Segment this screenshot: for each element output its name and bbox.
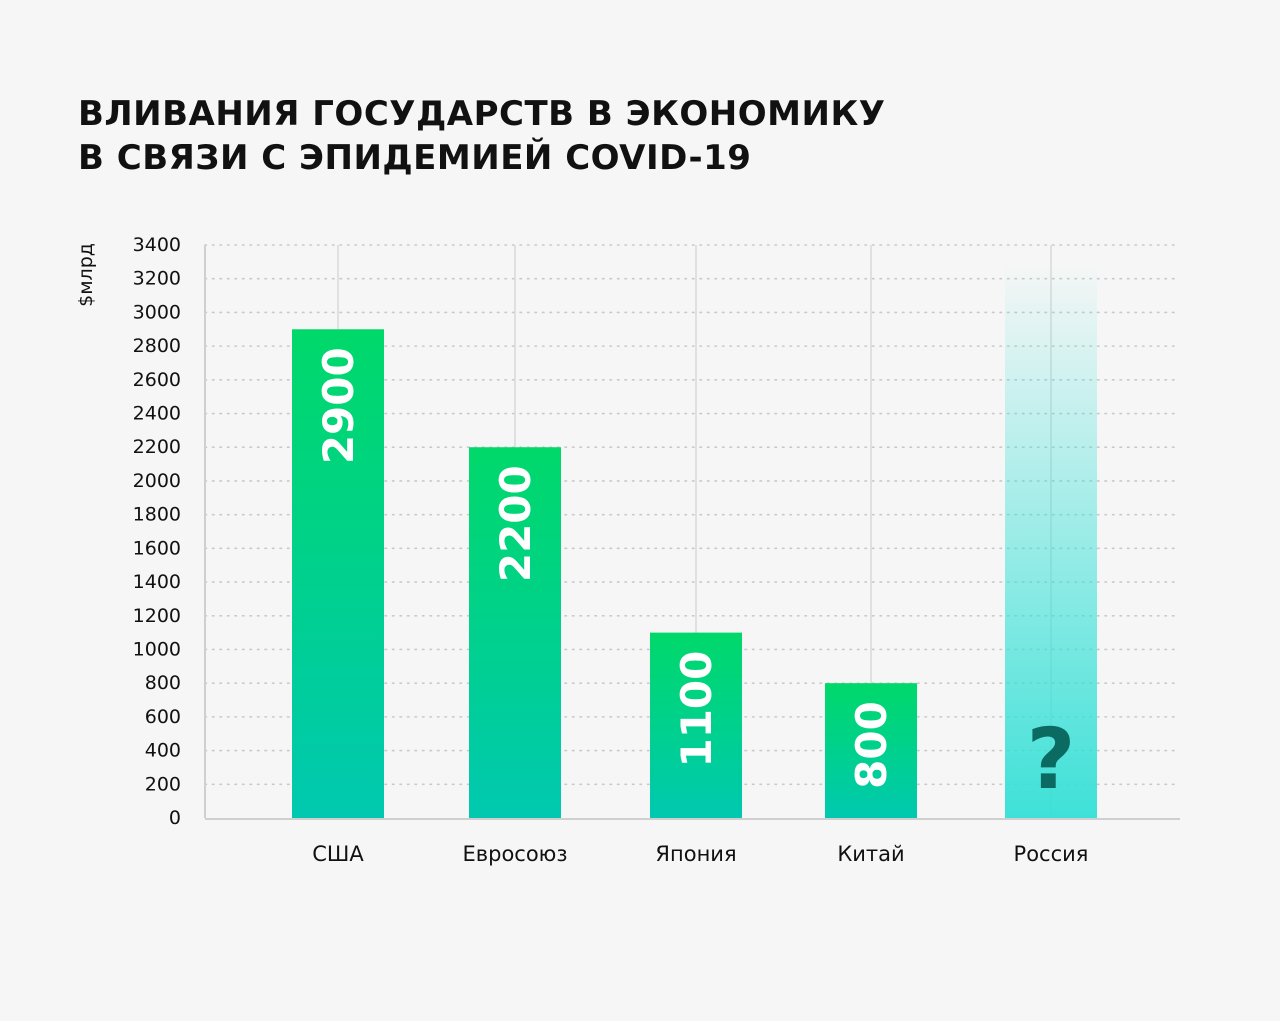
labels: 2900 США 2200 Евросоюз 1100 Япония 800 Китай? Ро… (312, 347, 1088, 866)
y-tick-label: 3200 (133, 268, 181, 290)
y-tick-label: 200 (145, 773, 181, 795)
y-tick-label: 2600 (133, 369, 181, 391)
y-tick-label: 1000 (133, 638, 181, 660)
bar-unknown-label: ? (1027, 710, 1076, 808)
x-category-label: Евросоюз (462, 842, 567, 866)
y-tick-label: 2200 (133, 436, 181, 458)
y-tick-label: 3400 (133, 234, 181, 256)
y-tick-label: 600 (145, 706, 181, 728)
bar-value-label: 2900 (314, 347, 363, 464)
y-tick-label: 400 (145, 740, 181, 762)
y-tick-label: 1600 (133, 537, 181, 559)
x-category-label: Япония (655, 842, 736, 866)
y-tick-label: 1800 (133, 504, 181, 526)
y-tick-label: 1200 (133, 605, 181, 627)
y-tick-label: 0 (169, 807, 181, 829)
bar-unknown (1005, 261, 1097, 819)
y-tick-label: 2400 (133, 403, 181, 425)
bar (469, 447, 561, 818)
x-category-label: Россия (1014, 842, 1089, 866)
chart-title-line-2: В СВЯЗИ С ЭПИДЕМИЕЙ COVID-19 (78, 138, 752, 178)
y-tick-label: 800 (145, 672, 181, 694)
x-category-label: США (312, 842, 364, 866)
y-tick-label: 1400 (133, 571, 181, 593)
chart-title: ВЛИВАНИЯ ГОСУДАРСТВ В ЭКОНОМИКУ В СВЯЗИ … (78, 92, 1178, 180)
bar (292, 329, 384, 818)
y-tick-label: 3000 (133, 301, 181, 323)
bar (650, 632, 742, 818)
y-axis-label: $млрд (75, 243, 97, 307)
bars (292, 261, 1097, 819)
bar-value-label: 1100 (672, 651, 721, 768)
axes: 0 200 400 600 800 1000 1200 1400 1600 1800 2000 220… (75, 234, 1180, 829)
bar-value-label: 800 (847, 701, 896, 789)
y-tick-label: 2000 (133, 470, 181, 492)
bar-value-label: 2200 (491, 465, 540, 582)
x-category-label: Китай (837, 842, 904, 866)
chart-title-line-1: ВЛИВАНИЯ ГОСУДАРСТВ В ЭКОНОМИКУ (78, 94, 886, 134)
y-tick-label: 2800 (133, 335, 181, 357)
bar (825, 683, 917, 818)
